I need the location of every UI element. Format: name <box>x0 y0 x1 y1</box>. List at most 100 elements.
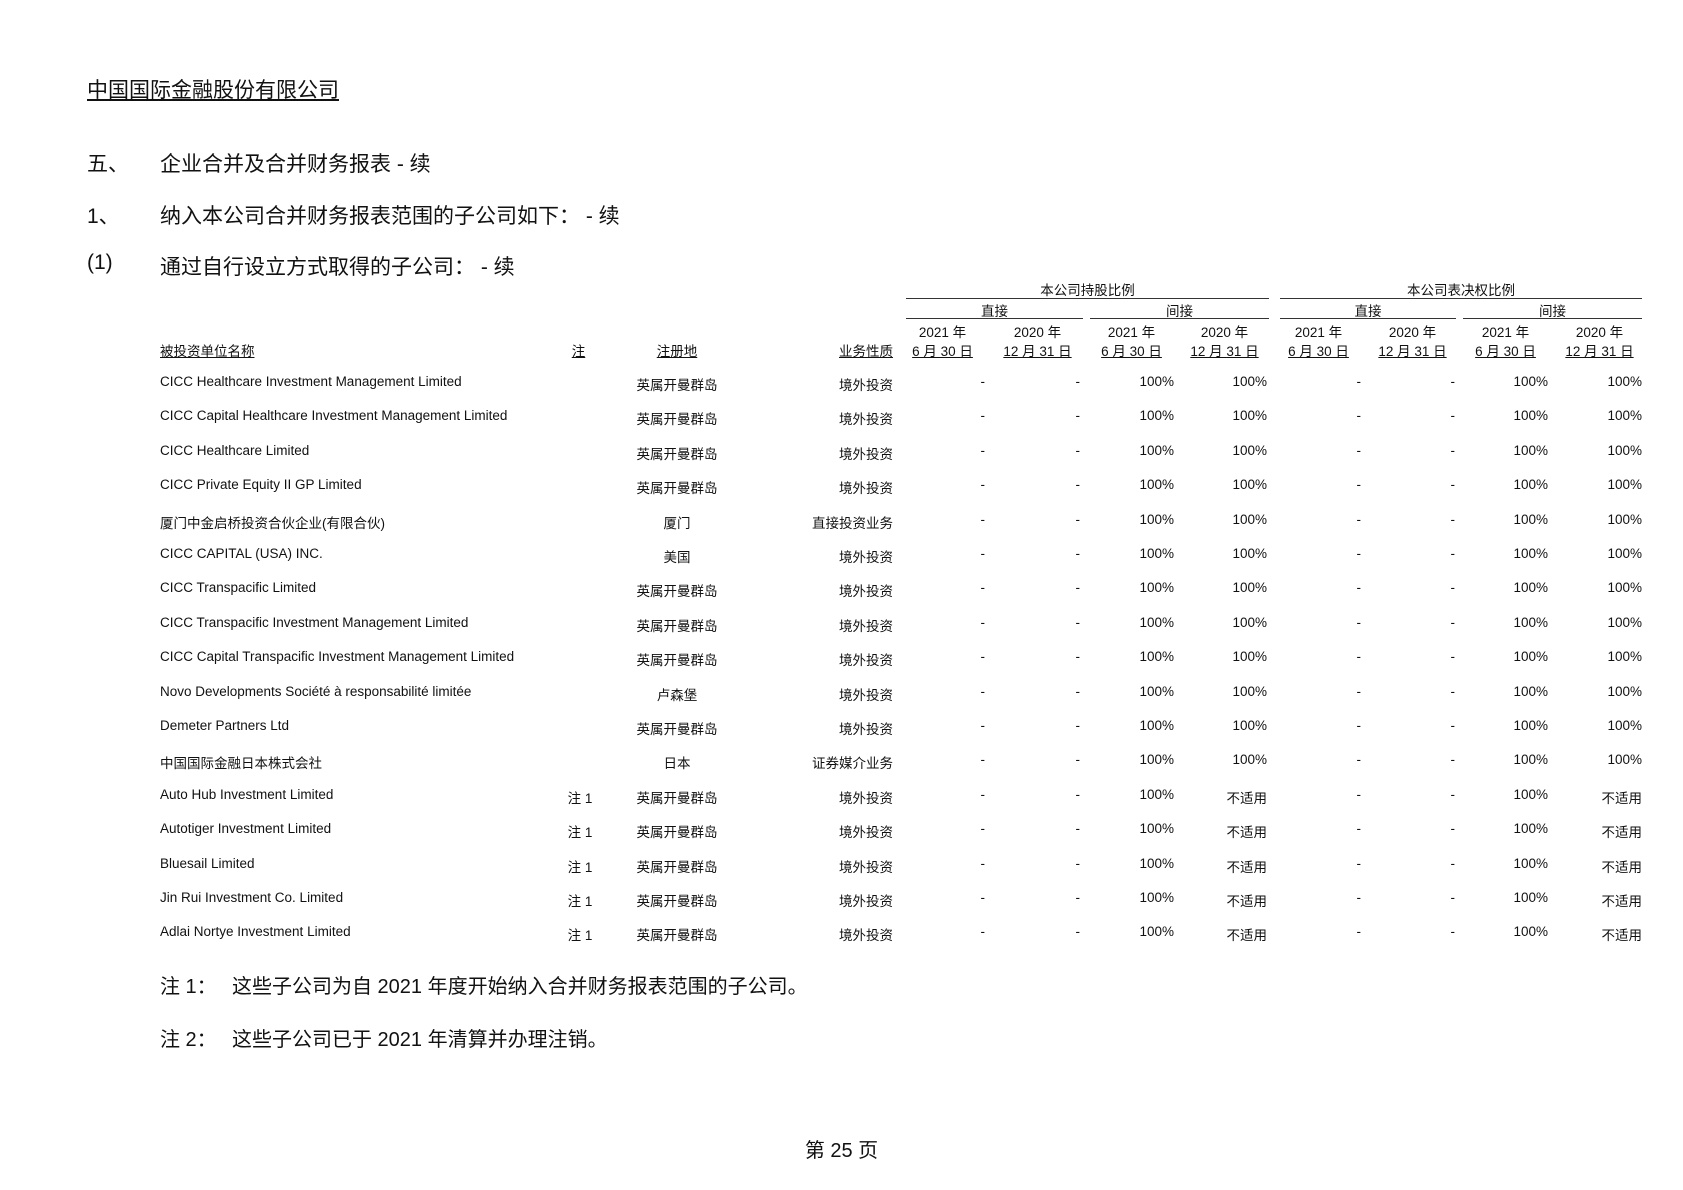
table-row: CICC Transpacific Limited 英属开曼群岛 境外投资 - - 100… <box>0 580 1683 600</box>
ratio-value: - <box>1075 374 1081 389</box>
business-nature: 境外投资 <box>839 687 893 703</box>
ratio-value: 100% <box>1513 477 1548 493</box>
date-header-date: 12 月 31 日 <box>1003 344 1072 359</box>
ratio-value: - <box>1075 614 1081 630</box>
table-row: Novo Developments Société à responsabili… <box>0 684 1683 704</box>
ratio-value: - <box>980 890 986 905</box>
ratio-value: 100% <box>1139 546 1174 561</box>
ratio-value: - <box>1450 511 1456 527</box>
registered-place: 英属开曼群岛 <box>636 481 718 497</box>
business-nature: 境外投资 <box>839 378 893 393</box>
ratio-value: 100% <box>1232 718 1267 733</box>
section-title: 通过自行设立方式取得的子公司： - 续 <box>160 256 515 279</box>
ratio-value: 100% <box>1513 442 1548 458</box>
ratio-value: - <box>980 821 986 837</box>
header-divider <box>1090 318 1269 319</box>
header-divider <box>906 298 1269 299</box>
ratio-value: 100% <box>1232 546 1267 561</box>
ratio-value: 100% <box>1513 752 1548 768</box>
ratio-value: 100% <box>1232 408 1267 424</box>
business-nature: 境外投资 <box>839 722 893 737</box>
table-row: CICC Private Equity II GP Limited 英属开曼群岛 境… <box>0 477 1683 497</box>
ratio-value: - <box>1356 649 1362 665</box>
subsidiary-name: CICC Transpacific Limited <box>160 580 317 596</box>
table-row: Demeter Partners Ltd 英属开曼群岛 境外投资 - - 100% 100%… <box>0 718 1683 738</box>
ratio-value: - <box>1075 546 1081 561</box>
ratio-value: 100% <box>1607 374 1642 389</box>
group-header: 本公司表决权比例 <box>1407 283 1515 298</box>
ratio-value: 100% <box>1139 614 1174 630</box>
ratio-value: - <box>1356 924 1362 940</box>
registered-place: 英属开曼群岛 <box>636 790 718 806</box>
business-nature: 境外投资 <box>839 790 893 806</box>
note-ref: 注 1 <box>567 790 593 806</box>
ratio-value: - <box>1075 924 1081 940</box>
ratio-value: - <box>1075 683 1081 699</box>
ratio-value: 100% <box>1513 890 1548 905</box>
table-row: CICC Healthcare Investment Management Li… <box>0 374 1683 394</box>
note-text: 这些子公司已于 2021 年清算并办理注销。 <box>232 1029 608 1051</box>
ratio-value: 100% <box>1513 374 1548 389</box>
ratio-value: - <box>980 855 986 871</box>
section-number: 五、 <box>87 153 129 176</box>
date-header-date: 6 月 30 日 <box>1101 344 1162 359</box>
ratio-value: - <box>1450 477 1456 493</box>
registered-place: 英属开曼群岛 <box>636 378 718 393</box>
ratio-value: - <box>980 614 986 630</box>
ratio-value: - <box>1356 821 1362 837</box>
ratio-value: - <box>1450 821 1456 837</box>
ratio-value: - <box>1356 683 1362 699</box>
subsidiary-name: Auto Hub Investment Limited <box>160 786 334 802</box>
ratio-value: - <box>1450 614 1456 630</box>
ratio-value: 100% <box>1513 546 1548 561</box>
note-label: 注 1： <box>160 976 217 998</box>
ratio-value: 100% <box>1513 580 1548 596</box>
ratio-value: 100% <box>1513 821 1548 837</box>
ratio-value: - <box>1075 855 1081 871</box>
ratio-value: - <box>1075 718 1081 733</box>
ratio-value: - <box>980 752 986 768</box>
note-ref: 注 1 <box>567 928 593 944</box>
date-header-date: 6 月 30 日 <box>1288 344 1349 359</box>
ratio-value: 100% <box>1232 580 1267 596</box>
column-header-note: 注 <box>571 344 586 359</box>
ratio-value: 100% <box>1513 718 1548 733</box>
subsidiary-name: 厦门中金启桥投资合伙企业(有限合伙) <box>160 515 385 531</box>
subsidiary-name: CICC CAPITAL (USA) INC. <box>160 546 323 561</box>
ratio-value: 100% <box>1139 786 1174 802</box>
business-nature: 境外投资 <box>839 894 893 909</box>
ratio-value: - <box>1356 442 1362 458</box>
table-row: 厦门中金启桥投资合伙企业(有限合伙) 厦门 直接投资业务 - - 100% 100% - - 10… <box>0 512 1683 532</box>
ratio-value: - <box>1450 890 1456 905</box>
ratio-value: - <box>1450 855 1456 871</box>
ratio-value: - <box>980 442 986 458</box>
ratio-value: 100% <box>1139 752 1174 768</box>
page-number: 第 25 页 <box>804 1140 879 1162</box>
subsidiary-name: CICC Transpacific Investment Management … <box>160 614 469 630</box>
ratio-value: - <box>1356 752 1362 768</box>
business-nature: 境外投资 <box>839 825 893 841</box>
sub-header: 直接 <box>981 304 1008 319</box>
registered-place: 英属开曼群岛 <box>636 653 718 669</box>
table-row: 中国国际金融日本株式会社 日本 证券媒介业务 - - 100% 100% - - 100% 100% <box>0 752 1683 772</box>
business-nature: 境外投资 <box>839 859 893 875</box>
table-row: Auto Hub Investment Limited 注 1 英属开曼群岛 境外投资… <box>0 787 1683 807</box>
business-nature: 境外投资 <box>839 481 893 497</box>
ratio-value: 100% <box>1513 924 1548 940</box>
registered-place: 卢森堡 <box>656 687 698 703</box>
business-nature: 境外投资 <box>839 446 893 462</box>
ratio-value: - <box>1450 718 1456 733</box>
subsidiary-name: Novo Developments Société à responsabili… <box>160 683 472 699</box>
ratio-value: - <box>1450 924 1456 940</box>
ratio-value: - <box>980 786 986 802</box>
ratio-value: - <box>1356 408 1362 424</box>
business-nature: 境外投资 <box>839 584 893 600</box>
note-ref: 注 1 <box>567 894 593 909</box>
ratio-value: - <box>1450 752 1456 768</box>
registered-place: 英属开曼群岛 <box>636 584 718 600</box>
ratio-value: - <box>980 580 986 596</box>
ratio-value: 不适用 <box>1226 859 1268 875</box>
note-ref: 注 1 <box>567 825 593 841</box>
ratio-value: - <box>980 511 986 527</box>
section-title: 纳入本公司合并财务报表范围的子公司如下： - 续 <box>160 205 620 228</box>
